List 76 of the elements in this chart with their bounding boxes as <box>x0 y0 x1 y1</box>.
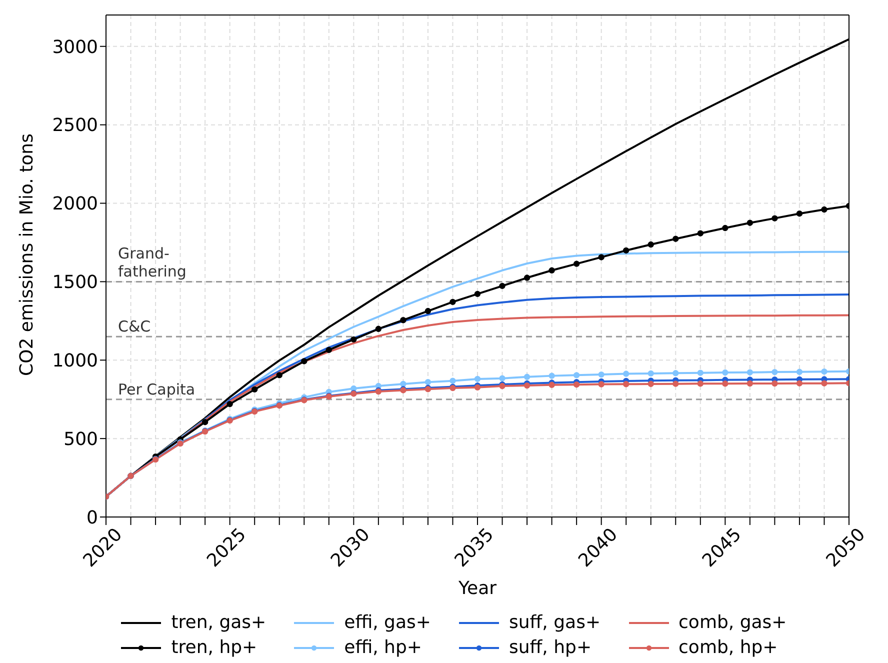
y-tick-label: 500 <box>64 428 98 450</box>
legend-label: suff, hp+ <box>508 637 592 658</box>
point <box>276 372 282 378</box>
point <box>573 372 580 378</box>
point <box>648 380 654 388</box>
y-axis-title: CO2 emissions in Mio. tons <box>16 134 38 376</box>
point <box>499 282 506 290</box>
point <box>623 370 630 377</box>
point <box>821 368 828 375</box>
point <box>252 386 258 393</box>
point <box>499 375 506 382</box>
legend-label: tren, hp+ <box>171 637 258 658</box>
y-tick-label: 1500 <box>52 272 98 294</box>
point <box>573 382 580 388</box>
ref-line-label: Grand- fathering <box>118 244 186 281</box>
point <box>648 370 654 377</box>
legend-label: effi, hp+ <box>344 637 422 658</box>
point <box>450 378 456 384</box>
y-tick-label: 2500 <box>52 115 98 136</box>
point <box>772 368 778 376</box>
point <box>598 381 604 388</box>
point <box>375 326 382 332</box>
point <box>722 224 728 232</box>
point <box>697 230 704 236</box>
legend-label: comb, gas+ <box>678 612 787 633</box>
point <box>400 380 406 388</box>
point <box>474 376 481 382</box>
ref-line-label: C&C <box>118 318 151 336</box>
point <box>573 260 580 267</box>
point <box>796 380 803 386</box>
point <box>598 254 604 260</box>
y-tick-label: 3000 <box>52 36 98 58</box>
point <box>301 358 308 364</box>
point <box>772 380 778 387</box>
point <box>648 241 654 248</box>
point <box>326 346 332 354</box>
point <box>524 274 530 281</box>
point <box>722 380 728 387</box>
point <box>746 220 754 226</box>
y-tick-label: 0 <box>86 507 98 528</box>
point <box>796 210 803 217</box>
point <box>623 381 630 388</box>
y-tick-label: 1000 <box>52 350 98 372</box>
x-axis-title: Year <box>457 578 498 599</box>
point <box>400 317 406 324</box>
point <box>821 206 828 213</box>
point <box>424 378 432 386</box>
point <box>350 336 357 343</box>
ref-line-label: Per Capita <box>118 380 196 398</box>
point <box>672 370 679 376</box>
point <box>796 368 803 375</box>
point <box>772 215 778 222</box>
point <box>672 236 679 242</box>
y-tick-label: 2000 <box>52 194 98 215</box>
point <box>202 418 208 426</box>
legend-label: tren, gas+ <box>171 612 266 633</box>
point <box>821 380 828 386</box>
point <box>672 380 679 387</box>
point <box>548 382 555 388</box>
legend-label: effi, gas+ <box>344 612 431 633</box>
point <box>722 369 728 376</box>
point <box>746 369 754 376</box>
point <box>746 380 754 387</box>
point <box>548 267 555 274</box>
point <box>524 374 530 380</box>
point <box>424 308 432 314</box>
point <box>697 380 704 387</box>
point <box>474 290 481 298</box>
point <box>623 247 630 254</box>
point <box>226 400 233 408</box>
point <box>697 370 704 376</box>
point <box>548 372 555 379</box>
point <box>598 371 604 378</box>
legend-label: comb, hp+ <box>678 637 778 658</box>
legend-label: suff, gas+ <box>508 612 601 633</box>
point <box>450 298 456 306</box>
